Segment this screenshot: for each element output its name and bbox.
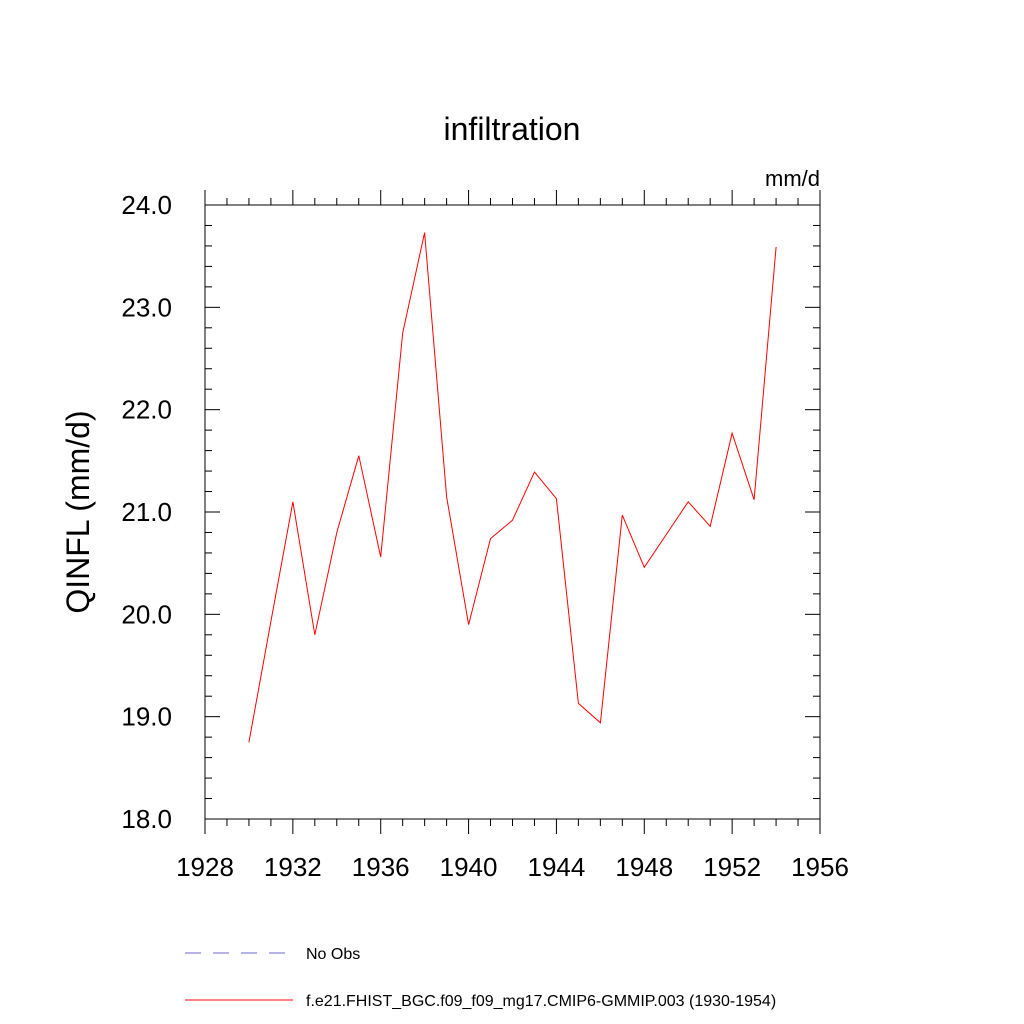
- x-tick-label: 1940: [440, 852, 498, 882]
- x-tick-label: 1956: [791, 852, 849, 882]
- x-tick-label: 1944: [528, 852, 586, 882]
- series-layer: [248, 232, 777, 743]
- legend-label: f.e21.FHIST_BGC.f09_f09_mg17.CMIP6-GMMIP…: [306, 993, 776, 1010]
- x-tick-labels: 1928 1932 1936 1940 1944 1948 1952 1956: [176, 852, 849, 882]
- y-tick-label: 22.0: [121, 395, 172, 425]
- units-label: mm/d: [765, 166, 820, 191]
- x-tick-label: 1936: [352, 852, 410, 882]
- axis-ticks: [204, 190, 821, 834]
- y-tick-label: 19.0: [121, 702, 172, 732]
- chart-title: infiltration: [444, 111, 581, 147]
- y-tick-label: 21.0: [121, 497, 172, 527]
- y-tick-label: 20.0: [121, 599, 172, 629]
- legend: No Obs f.e21.FHIST_BGC.f09_f09_mg17.CMIP6…: [185, 946, 776, 1010]
- x-tick-label: 1932: [264, 852, 322, 882]
- legend-label: No Obs: [306, 946, 360, 963]
- x-tick-label: 1928: [176, 852, 234, 882]
- y-tick-label: 18.0: [121, 804, 172, 834]
- y-tick-labels: 18.0 19.0 20.0 21.0 22.0 23.0 24.0: [121, 190, 172, 834]
- x-tick-label: 1948: [615, 852, 673, 882]
- plot-frame: [204, 204, 821, 820]
- y-axis-label: QINFL (mm/d): [60, 410, 96, 613]
- series-line: [248, 232, 777, 743]
- y-tick-label: 24.0: [121, 190, 172, 220]
- x-tick-label: 1952: [703, 852, 761, 882]
- y-tick-label: 23.0: [121, 292, 172, 322]
